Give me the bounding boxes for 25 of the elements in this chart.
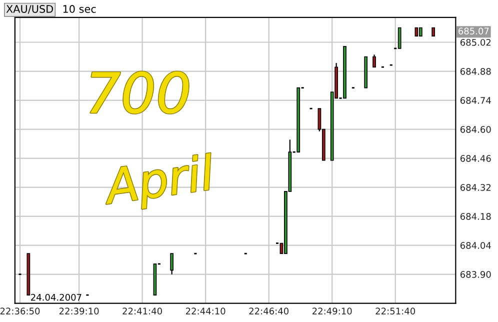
- y-tick-label: 685.02: [460, 38, 491, 46]
- chart-subtitle: 10 sec: [63, 5, 96, 13]
- y-tick-label: 684.74: [460, 97, 491, 104]
- candlestick: [170, 253, 174, 275]
- y-tick-label: 684.18: [460, 213, 491, 220]
- chart-title: XAU/USD: [6, 5, 54, 14]
- candlestick: [398, 27, 402, 49]
- x-tick-label: 22:46:40: [249, 308, 289, 314]
- y-tick-label: 684.60: [460, 126, 491, 133]
- y-tick-label: 684.88: [460, 68, 491, 75]
- annotation: 700: [90, 72, 189, 114]
- y-tick-label: 684.04: [460, 242, 491, 249]
- annotation: 685.07: [458, 28, 489, 35]
- y-tick-label: 684.32: [460, 184, 491, 191]
- x-tick-label: 22:36:50: [0, 308, 40, 314]
- annotation: 24.04.2007: [31, 294, 82, 301]
- x-tick-label: 22:39:10: [59, 308, 99, 314]
- annotation: April: [101, 153, 217, 214]
- y-tick-label: 683.90: [460, 271, 491, 278]
- y-tick-label: 684.46: [460, 155, 491, 162]
- candlestick: [372, 54, 376, 68]
- x-tick-label: 22:44:10: [186, 308, 226, 314]
- x-tick-label: 22:49:10: [312, 308, 352, 314]
- x-tick-label: 22:41:40: [122, 308, 162, 314]
- x-tick-label: 22:51:40: [376, 308, 416, 314]
